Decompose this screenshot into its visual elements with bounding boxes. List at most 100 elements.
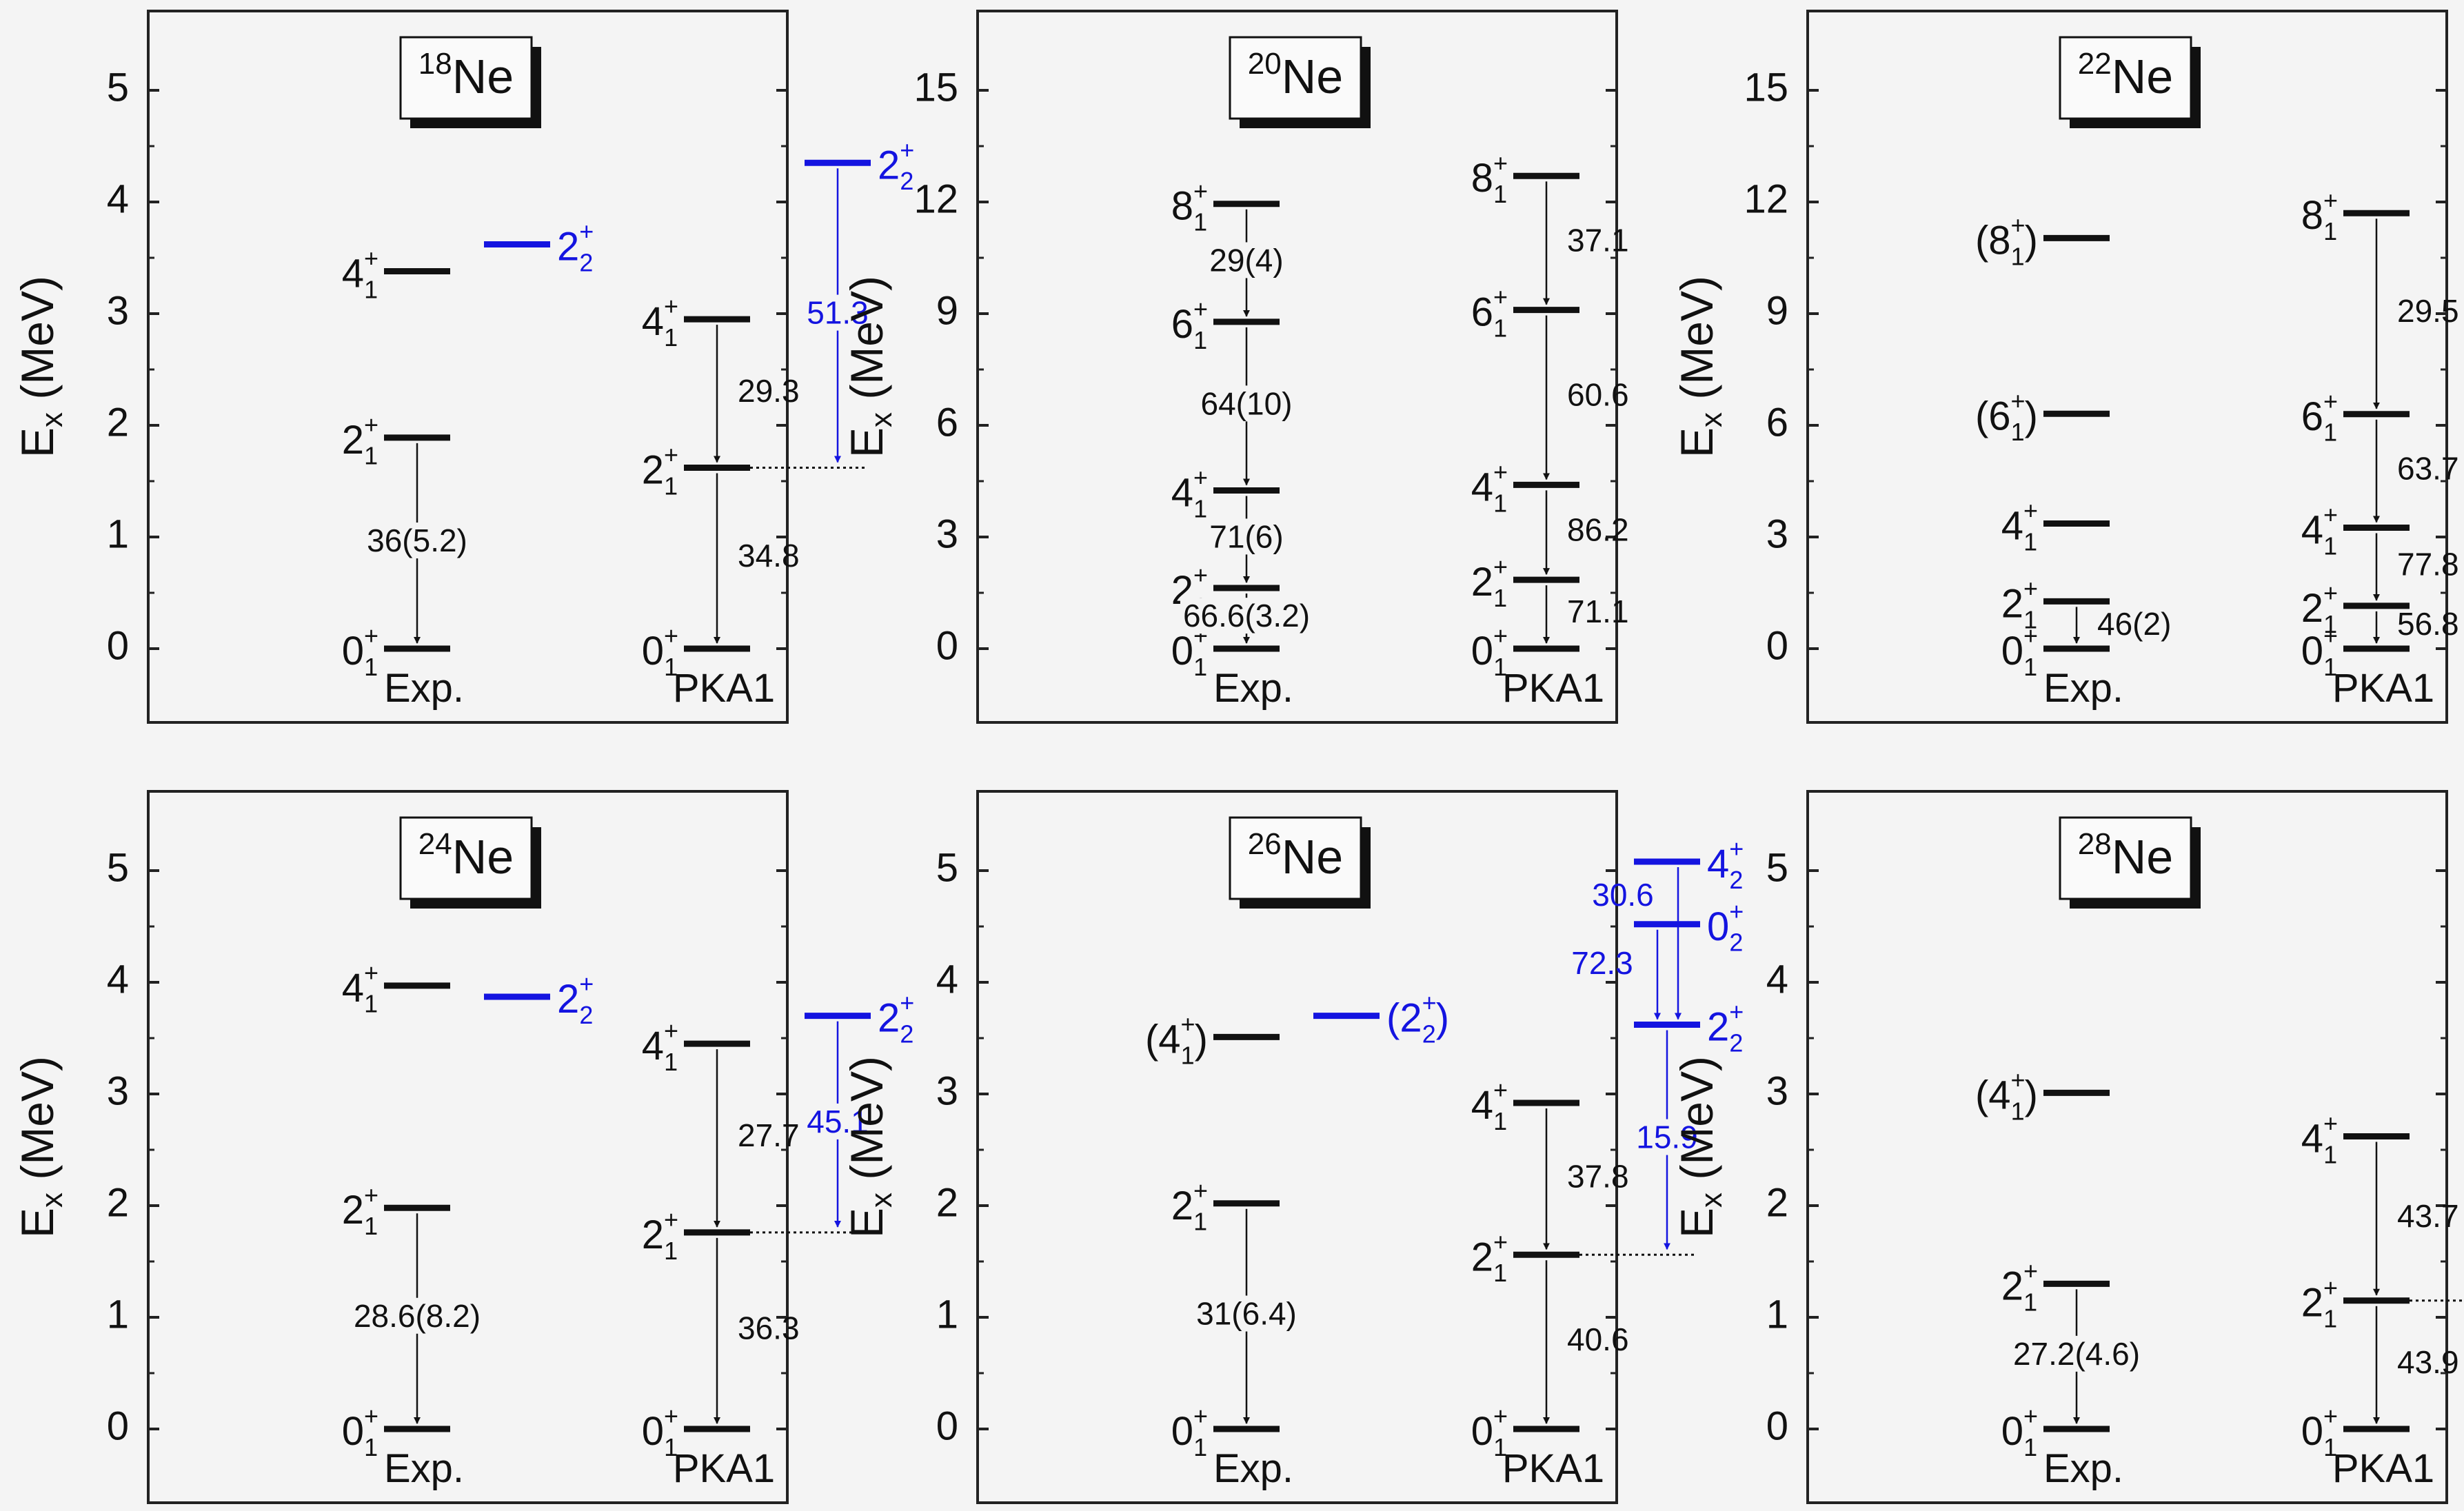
- level-label-parity: +: [1193, 294, 1208, 323]
- y-tick-label: 5: [936, 845, 958, 890]
- y-axis-label-unit: (MeV): [1671, 276, 1722, 412]
- y-axis-label: Ex (MeV): [841, 276, 898, 458]
- y-axis-label: Ex (MeV): [1671, 1056, 1728, 1238]
- nucleus-mass-number: 28: [2078, 827, 2112, 861]
- y-tick-label: 0: [107, 623, 129, 668]
- level-label-spin: 6: [1471, 290, 1493, 335]
- level-label-spin: 0: [2001, 629, 2023, 673]
- column-label: Exp.: [384, 1446, 464, 1491]
- transition-label: 36.3: [738, 1310, 800, 1346]
- level-label-parity: +: [2023, 1257, 2038, 1285]
- level-label-parity: +: [2011, 386, 2026, 414]
- nucleus-title: 28Ne: [2078, 827, 2173, 884]
- y-axis-label-main: E: [12, 1208, 63, 1238]
- transition-label-backdrop: [1206, 242, 1286, 278]
- title-box: [1229, 36, 1362, 120]
- transition-label: 63.7: [2397, 450, 2459, 486]
- transition-label-backdrop: [1198, 385, 1295, 422]
- level-label-spin: 2: [1171, 1184, 1193, 1228]
- plot-frame: [1806, 790, 2448, 1504]
- y-tick-label: 6: [936, 400, 958, 445]
- level-label-spin: 0: [1471, 629, 1493, 673]
- nucleus-title: 18Ne: [418, 47, 514, 104]
- column-label: PKA1: [673, 666, 775, 711]
- band-level-label-spin: 2: [557, 225, 579, 270]
- level-label: 0+ 1: [2001, 621, 2038, 680]
- y-tick-label: 1: [107, 1292, 129, 1337]
- transition-label: 31(6.4): [1196, 1296, 1297, 1332]
- level-label-parity: +: [664, 621, 678, 649]
- y-tick-label: 2: [107, 400, 129, 445]
- y-axis-label-sub: x: [865, 412, 898, 427]
- y-tick-label: 4: [107, 957, 129, 1002]
- level-label-index: 1: [2323, 652, 2337, 680]
- y-tick-label: 15: [1744, 65, 1788, 110]
- y-tick-label: 4: [936, 957, 958, 1002]
- level-label: 4+ 1: [1471, 458, 1508, 517]
- level-label-parity: +: [1193, 1401, 1208, 1430]
- y-tick-label: 3: [107, 288, 129, 333]
- level-label-spin: 2: [642, 448, 664, 493]
- band-level-label: 2+ 2: [557, 217, 594, 276]
- level-label-spin: 2: [342, 1188, 364, 1233]
- band-level-label-parity: +: [1729, 997, 1744, 1026]
- transition-label: 40.6: [1567, 1321, 1629, 1357]
- y-axis-label-main: E: [12, 427, 63, 458]
- level-label-index: 1: [1493, 180, 1507, 208]
- level-label: 8+ 1: [1171, 176, 1208, 236]
- band-level-label-parity: +: [579, 217, 594, 245]
- level-label-index: 1: [664, 1047, 678, 1075]
- level-label-parity: +: [2323, 1109, 2338, 1137]
- level-label-parity: +: [364, 1401, 378, 1430]
- transition-label: 29(4): [1209, 242, 1283, 278]
- level-label: (4+ 1): [1975, 1066, 2038, 1125]
- nucleus-mass-number: 22: [2078, 47, 2112, 81]
- column-label: PKA1: [2332, 666, 2434, 711]
- level-label-paren-close: ): [2025, 219, 2038, 263]
- band-level-label-index: 2: [1729, 865, 1743, 893]
- transition-label: 37.1: [1567, 223, 1629, 258]
- band-level-label: 2+ 2: [1707, 997, 1744, 1057]
- level-label: 4+ 1: [2301, 1109, 2338, 1168]
- y-tick-label: 2: [1766, 1180, 1788, 1225]
- y-axis-label-main: E: [1671, 427, 1722, 458]
- level-label-spin: 4: [2301, 1117, 2323, 1162]
- level-label-paren-open: (: [1975, 219, 1988, 263]
- band-transition-label: 51.3: [807, 295, 869, 331]
- band-label-backdrop: [1633, 1119, 1701, 1155]
- level-label-spin: 2: [1471, 560, 1493, 605]
- y-axis-label-unit: (MeV): [12, 276, 63, 412]
- level-label-parity: +: [1493, 621, 1508, 649]
- y-tick-label: 6: [1766, 400, 1788, 445]
- y-tick-label: 15: [913, 65, 958, 110]
- column-label: Exp.: [2043, 666, 2123, 711]
- level-label: 0+ 1: [342, 621, 378, 680]
- level-label-parity: +: [1493, 1401, 1508, 1430]
- column-label: Exp.: [2043, 1446, 2123, 1491]
- band-level-label-spin: 0: [1707, 904, 1729, 949]
- level-label-spin: 2: [2301, 1281, 2323, 1326]
- level-label-paren-close: ): [2025, 1073, 2038, 1118]
- level-label-spin: 2: [642, 1213, 664, 1257]
- level-label-parity: +: [1193, 176, 1208, 205]
- level-label-parity: +: [2323, 500, 2338, 529]
- level-label-index: 1: [2011, 242, 2025, 270]
- level-label-index: 1: [1493, 652, 1507, 680]
- level-label: (8+ 1): [1975, 211, 2038, 270]
- level-label: 0+ 1: [642, 1401, 678, 1461]
- nucleus-mass-number: 26: [1248, 827, 1282, 861]
- band-levels: 2+ 2 2+ 245.1: [484, 969, 914, 1234]
- level-label-index: 1: [2023, 1432, 2037, 1461]
- y-axis-label-unit: (MeV): [841, 276, 892, 412]
- transition-label: 29.5: [2397, 293, 2459, 329]
- level-label: 2+1: [642, 440, 678, 500]
- y-axis-label-unit: (MeV): [12, 1056, 63, 1193]
- level-label: 2+1: [342, 410, 378, 469]
- y-tick-label: 5: [107, 65, 129, 110]
- nucleus-symbol: Ne: [1282, 830, 1343, 884]
